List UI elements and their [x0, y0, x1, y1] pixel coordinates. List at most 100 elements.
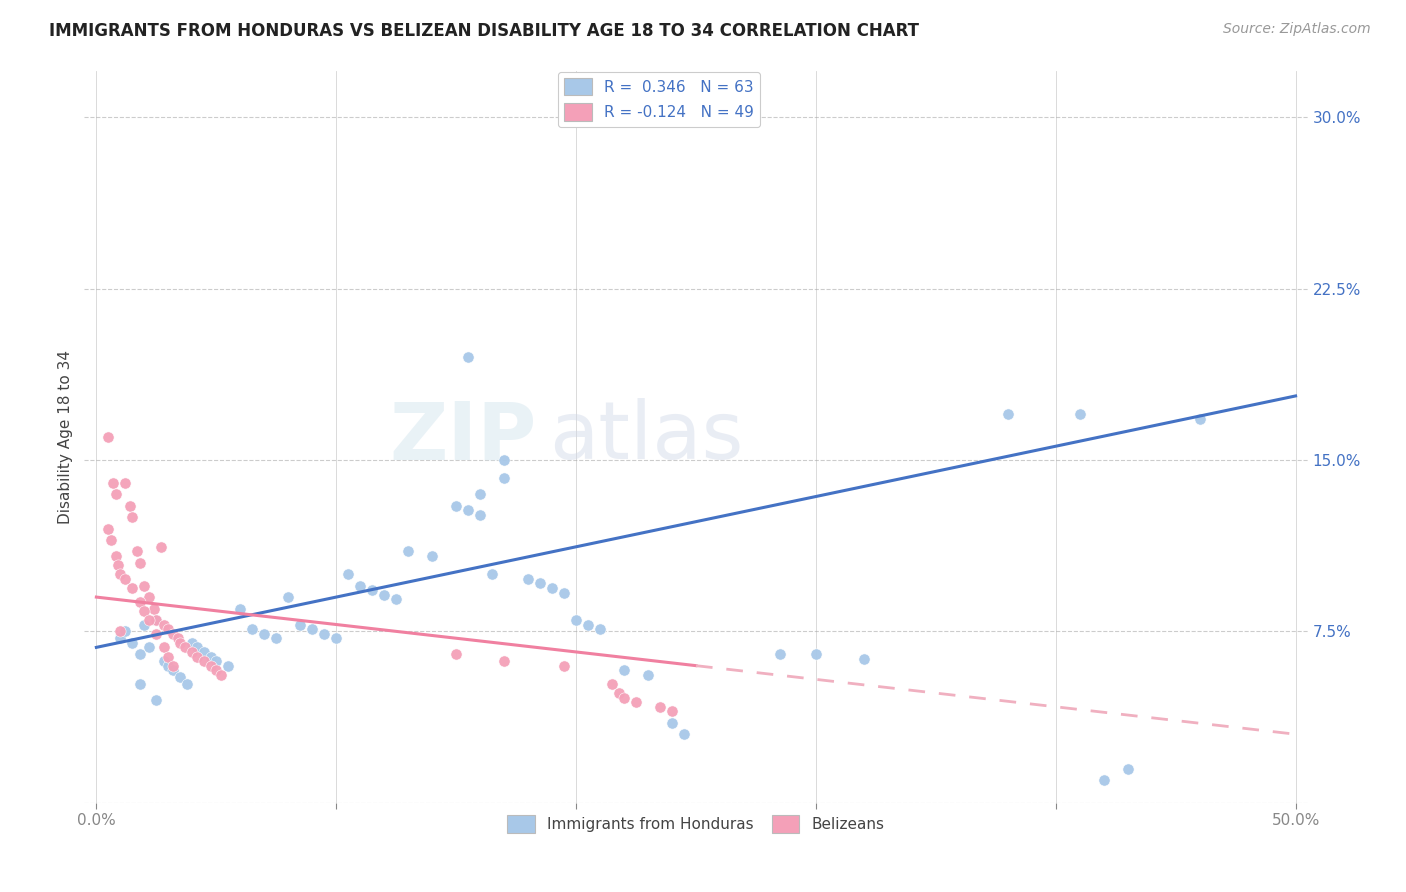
Point [104, 549, 127, 563]
Point [110, 567, 132, 582]
Point [494, 654, 516, 668]
Point [613, 663, 636, 677]
Point [97, 430, 120, 444]
Point [152, 617, 174, 632]
Point [186, 640, 208, 655]
Point [134, 617, 156, 632]
Point [107, 558, 129, 573]
Point [152, 654, 174, 668]
Point [648, 699, 671, 714]
Point [672, 727, 695, 741]
Point [152, 640, 174, 655]
Point [162, 658, 184, 673]
Point [637, 667, 659, 681]
Point [600, 677, 623, 691]
Point [200, 658, 222, 673]
Point [128, 647, 150, 661]
Point [373, 588, 395, 602]
Point [804, 647, 827, 661]
Point [193, 654, 215, 668]
Point [457, 350, 479, 364]
Point [134, 579, 156, 593]
Point [529, 576, 551, 591]
Point [169, 670, 191, 684]
Point [277, 590, 299, 604]
Point [290, 617, 312, 632]
Y-axis label: Disability Age 18 to 34: Disability Age 18 to 34 [58, 350, 73, 524]
Point [997, 407, 1019, 421]
Point [314, 626, 336, 640]
Point [110, 632, 132, 646]
Point [553, 658, 575, 673]
Point [205, 663, 228, 677]
Point [114, 572, 136, 586]
Point [114, 624, 136, 639]
Point [121, 636, 143, 650]
Point [209, 667, 232, 681]
Point [444, 647, 467, 661]
Point [337, 567, 360, 582]
Point [420, 549, 443, 563]
Point [769, 647, 792, 661]
Point [325, 632, 347, 646]
Point [138, 640, 160, 655]
Point [468, 487, 491, 501]
Point [852, 652, 875, 666]
Point [181, 645, 204, 659]
Point [174, 640, 197, 655]
Point [128, 556, 150, 570]
Point [193, 645, 215, 659]
Point [150, 540, 173, 554]
Point [301, 622, 323, 636]
Text: IMMIGRANTS FROM HONDURAS VS BELIZEAN DISABILITY AGE 18 TO 34 CORRELATION CHART: IMMIGRANTS FROM HONDURAS VS BELIZEAN DIS… [49, 22, 920, 40]
Point [121, 581, 143, 595]
Point [661, 715, 683, 730]
Point [157, 622, 180, 636]
Point [114, 475, 136, 490]
Point [142, 601, 165, 615]
Point [181, 636, 204, 650]
Point [240, 622, 263, 636]
Point [200, 649, 222, 664]
Point [553, 585, 575, 599]
Point [145, 613, 167, 627]
Point [624, 695, 647, 709]
Point [186, 649, 208, 664]
Point [661, 705, 683, 719]
Point [217, 658, 239, 673]
Point [517, 572, 540, 586]
Point [134, 604, 156, 618]
Point [169, 636, 191, 650]
Point [396, 544, 419, 558]
Point [128, 677, 150, 691]
Point [145, 693, 167, 707]
Point [385, 592, 408, 607]
Point [138, 590, 160, 604]
Point [145, 613, 167, 627]
Point [541, 581, 564, 595]
Point [1092, 772, 1115, 787]
Point [607, 686, 630, 700]
Point [349, 579, 371, 593]
Point [1188, 412, 1211, 426]
Point [97, 521, 120, 535]
Point [118, 499, 141, 513]
Point [176, 677, 198, 691]
Point [145, 626, 167, 640]
Point [589, 622, 612, 636]
Point [613, 690, 636, 705]
Point [253, 626, 276, 640]
Point [361, 583, 384, 598]
Point [100, 533, 122, 547]
Point [264, 632, 287, 646]
Point [127, 544, 149, 558]
Point [121, 510, 143, 524]
Point [229, 601, 252, 615]
Legend: Immigrants from Honduras, Belizeans: Immigrants from Honduras, Belizeans [501, 809, 891, 839]
Point [576, 617, 599, 632]
Point [205, 654, 228, 668]
Text: Source: ZipAtlas.com: Source: ZipAtlas.com [1223, 22, 1371, 37]
Point [128, 595, 150, 609]
Point [110, 624, 132, 639]
Text: ZIP: ZIP [389, 398, 537, 476]
